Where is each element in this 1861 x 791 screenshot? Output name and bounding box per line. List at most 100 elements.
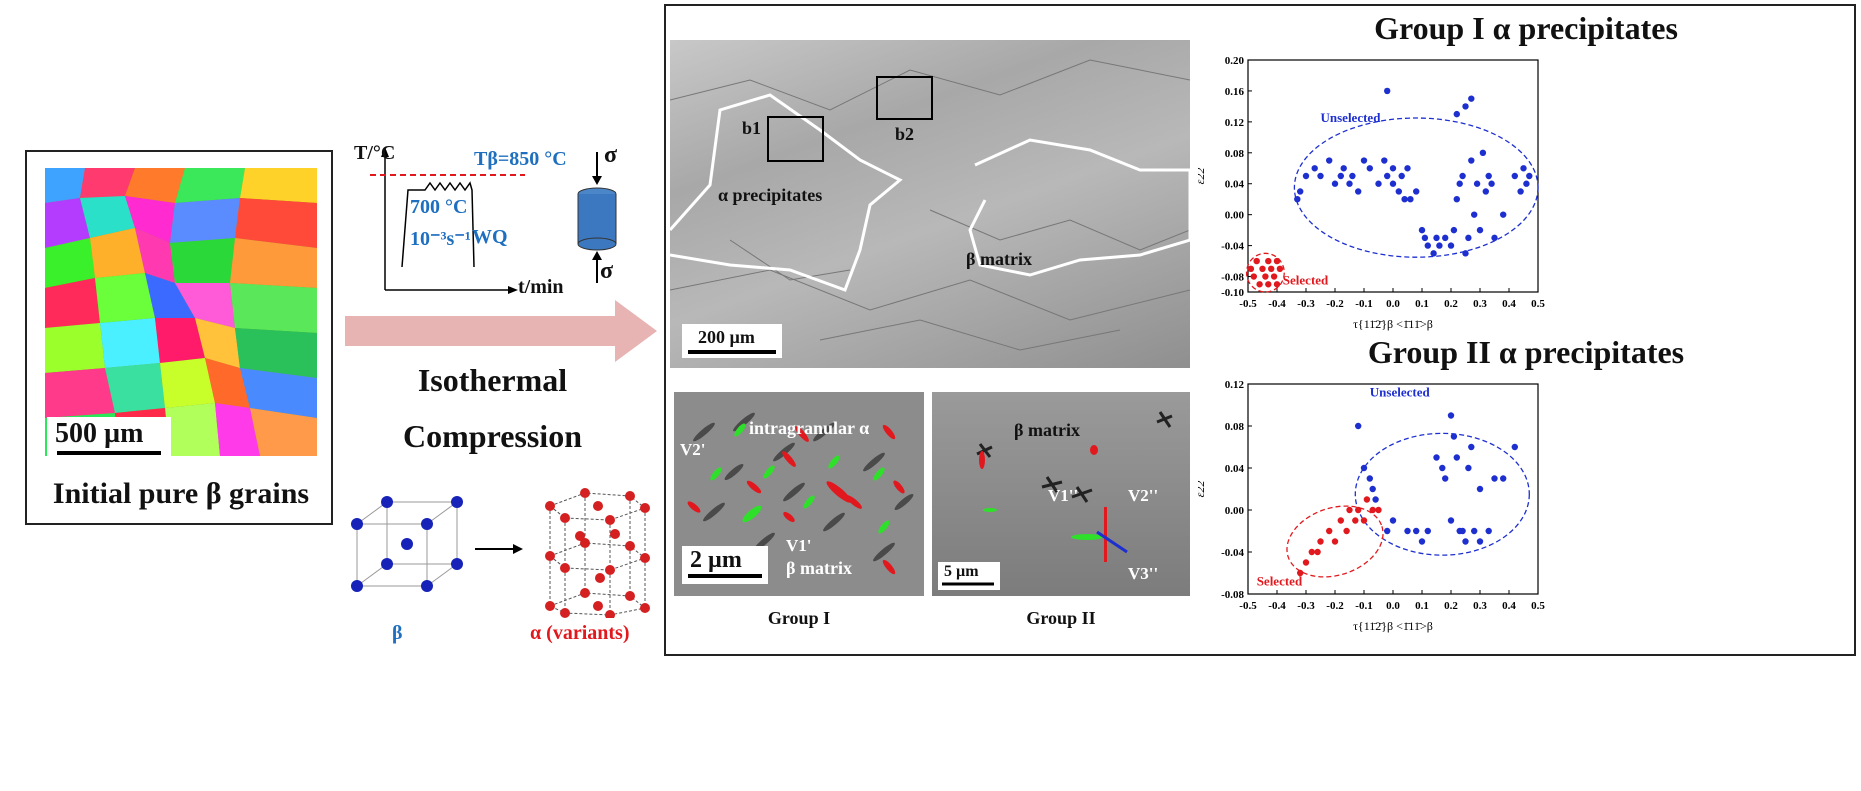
selected-point	[1308, 548, 1315, 556]
unselected-point	[1476, 485, 1484, 493]
unselected-point	[1389, 517, 1397, 524]
unselected-point	[1442, 475, 1449, 482]
strain-rate-label: 10⁻³s⁻¹	[410, 228, 471, 250]
unselected-point	[1424, 242, 1431, 249]
unselected-point	[1462, 103, 1469, 110]
grain-caption: Initial pure β grains	[52, 477, 310, 510]
unselected-point	[1389, 180, 1397, 187]
unselected-point	[1459, 172, 1466, 180]
unselected-point	[1401, 196, 1408, 203]
unselected-point	[1447, 412, 1455, 419]
unselected-point	[1453, 196, 1460, 203]
y-axis-label: ε22	[1198, 481, 1207, 498]
y-tick-label: 0.20	[1225, 55, 1245, 67]
y-tick-label: 0.00	[1225, 505, 1245, 517]
selected-point	[1360, 517, 1368, 524]
selected-point	[1259, 265, 1266, 272]
process-arrow	[345, 300, 657, 362]
unselected-point	[1500, 211, 1507, 218]
y-tick-label: -0.04	[1221, 547, 1244, 559]
unselected-point	[1468, 95, 1475, 102]
v2-prime-label: V2'	[680, 440, 706, 459]
selected-point	[1253, 257, 1260, 265]
unselected-point	[1450, 433, 1458, 440]
x-tick-label: -0.4	[1268, 298, 1286, 310]
unselected-point	[1407, 196, 1414, 203]
v1-double-prime-label: V1''	[1048, 486, 1079, 505]
stress-top-label: σ	[604, 142, 618, 168]
unselected-point	[1372, 496, 1379, 503]
x-tick-label: -0.1	[1355, 298, 1372, 310]
selected-point	[1265, 257, 1272, 265]
unselected-point	[1413, 527, 1420, 535]
x-tick-label: 0.4	[1502, 298, 1516, 310]
unselected-point	[1485, 527, 1492, 535]
unselected-point	[1384, 87, 1391, 95]
unselected-point	[1473, 180, 1481, 187]
unselected-point	[1395, 188, 1402, 195]
chart-group1: -0.5 -0.4 -0.3 -0.2 -0.1 0.0 0.1 0.2 0.3 0.4 0.5 -0…	[1198, 55, 1545, 331]
main-micrograph: b1 b2 α precipitates β matrix 200 µm	[670, 40, 1190, 368]
selected-point	[1337, 517, 1344, 524]
x-tick-label: 0.4	[1502, 600, 1516, 612]
v2-double-prime-label: V2''	[1128, 486, 1159, 505]
group1-caption: Group I	[767, 608, 831, 628]
unselected-point	[1404, 165, 1411, 172]
selected-point	[1363, 496, 1371, 503]
y-tick-label: 0.00	[1225, 210, 1245, 222]
y-tick-label: 0.16	[1225, 86, 1245, 98]
group2-beta-label: β matrix	[1014, 420, 1080, 440]
selected-point	[1297, 569, 1304, 577]
x-tick-label: 0.2	[1444, 298, 1458, 310]
main-scale-label: 200 µm	[698, 327, 755, 347]
selected-point	[1343, 527, 1350, 535]
unselected-ellipse	[1293, 117, 1539, 258]
unselected-point	[1424, 527, 1431, 535]
unselected-point	[1462, 538, 1469, 545]
selected-point	[1276, 265, 1284, 272]
hold-temp-label: 700 °C	[410, 196, 468, 218]
selected-point	[1250, 273, 1257, 280]
unselected-point	[1468, 443, 1475, 451]
unselected-point	[1418, 226, 1426, 234]
quench-label: WQ	[472, 226, 508, 248]
group1-scale-label: 2 µm	[690, 547, 742, 573]
unselected-point	[1479, 149, 1487, 156]
unselected-point	[1389, 165, 1397, 172]
x-axis-label: τ{11̄2̄}β <1̄11̄>β	[1353, 317, 1433, 331]
region-b1-box	[767, 116, 824, 162]
x-tick-label: -0.2	[1326, 298, 1344, 310]
unselected-point	[1340, 165, 1347, 172]
chart1-title: Group I α precipitates	[1374, 10, 1678, 46]
plot-frame	[1247, 59, 1539, 293]
unselected-point	[1326, 157, 1333, 164]
unselected-point	[1421, 234, 1429, 242]
intragranular-label: intragranular α	[749, 418, 870, 438]
group1-micrograph: intragranular α V2' V1' β matrix 2 µm	[674, 392, 924, 596]
unselected-point	[1381, 157, 1388, 164]
transform-arrow	[475, 544, 523, 554]
b2-label: b2	[895, 124, 915, 144]
unselected-point	[1520, 165, 1527, 172]
unselected-point	[1476, 226, 1484, 234]
selected-point	[1256, 281, 1263, 288]
unselected-point	[1450, 226, 1458, 234]
grain-scale-box	[47, 417, 171, 457]
x-tick-label: 0.1	[1415, 600, 1429, 612]
group2-scale-label: 5 µm	[944, 563, 979, 580]
unselected-point	[1360, 157, 1368, 164]
unselected-point	[1418, 538, 1426, 545]
unselected-point	[1355, 422, 1362, 430]
unselected-point	[1500, 475, 1507, 482]
unselected-point	[1465, 464, 1472, 472]
unselected-point	[1413, 188, 1420, 195]
unselected-point	[1465, 234, 1472, 242]
unselected-point	[1439, 464, 1446, 472]
x-tick-label: 0.3	[1473, 600, 1487, 612]
unselected-point	[1355, 188, 1362, 195]
chart-group2: -0.5 -0.4 -0.3 -0.2 -0.1 0.0 0.1 0.2 0.3 0.4 0.5 -0…	[1198, 379, 1545, 633]
selected-annotation: Selected	[1257, 574, 1303, 589]
alpha-lattice-label: α (variants)	[530, 622, 630, 644]
unselected-point	[1523, 180, 1530, 187]
unselected-point	[1511, 443, 1518, 451]
